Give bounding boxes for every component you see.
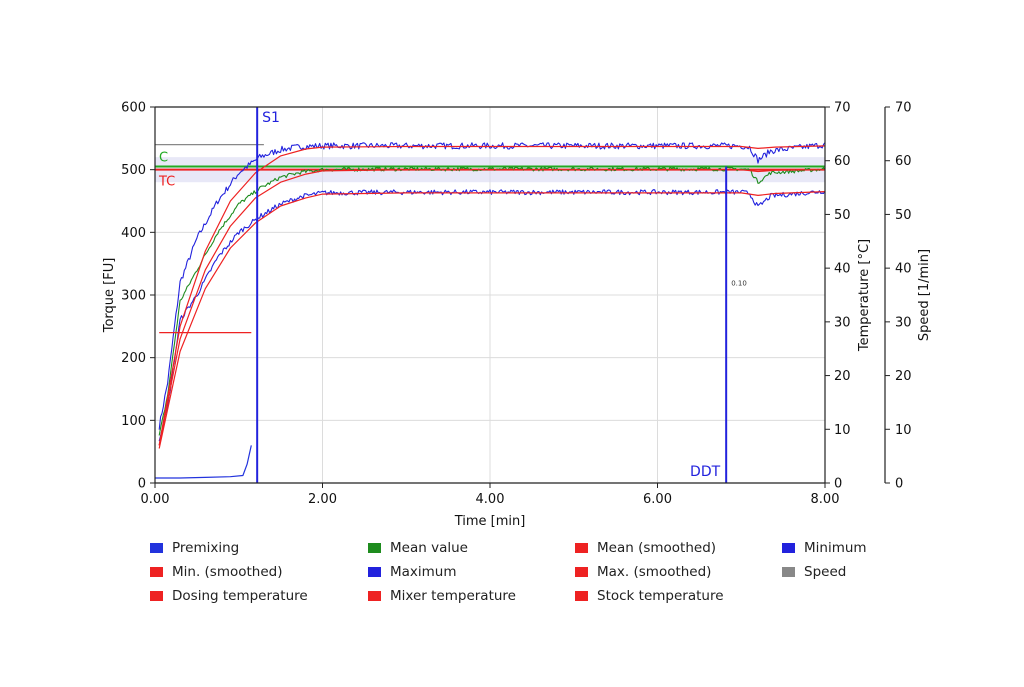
torque-tick-label: 400 [121, 226, 146, 241]
legend-item: Minimum [782, 539, 867, 557]
legend-swatch [368, 567, 381, 577]
temperature-tick-label: 10 [834, 423, 851, 438]
legend-label: Min. (smoothed) [172, 564, 283, 580]
legend-swatch [782, 543, 795, 553]
speed-tick-label: 0 [895, 477, 903, 492]
marker-label-s1: S1 [262, 110, 280, 126]
speed-tick-label: 50 [895, 208, 912, 223]
y-axis-label-temperature: Temperature [°C] [857, 239, 872, 352]
legend-label: Speed [804, 564, 847, 580]
series-min-smoothed [158, 191, 826, 449]
legend-label: Mixer temperature [390, 588, 516, 604]
torque-tick-label: 300 [121, 289, 146, 304]
legend-label: Premixing [172, 540, 240, 556]
temperature-tick-label: 40 [834, 262, 851, 277]
speed-tick-label: 10 [895, 423, 912, 438]
series-max-smoothed [158, 145, 826, 446]
legend-item: Mixer temperature [368, 587, 516, 605]
speed-tick-label: 40 [895, 262, 912, 277]
legend-swatch [368, 591, 381, 601]
marker-layer: S1 DDT 0.10 [256, 107, 747, 483]
torque-tick-label: 100 [121, 414, 146, 429]
x-axis-label: Time [min] [454, 514, 526, 529]
reference-label-c: C [159, 151, 168, 166]
temperature-tick-label: 20 [834, 369, 851, 384]
temperature-tick-label: 70 [834, 101, 851, 116]
legend-item: Max. (smoothed) [575, 563, 711, 581]
speed-tick-label: 60 [895, 154, 912, 169]
temperature-tick-label: 60 [834, 154, 851, 169]
series-minimum [158, 189, 826, 442]
legend-swatch [150, 543, 163, 553]
legend-item: Min. (smoothed) [150, 563, 283, 581]
legend-item: Maximum [368, 563, 457, 581]
legend-label: Dosing temperature [172, 588, 308, 604]
legend-swatch [782, 567, 795, 577]
x-tick-label: 2.00 [308, 492, 337, 507]
legend-label: Mean value [390, 540, 468, 556]
y-axis-label-speed: Speed [1/min] [917, 249, 932, 341]
series-premixing [155, 445, 252, 479]
legend-swatch [575, 567, 588, 577]
legend-item: Speed [782, 563, 846, 581]
temperature-tick-label: 50 [834, 208, 851, 223]
series-layer [155, 142, 826, 479]
legend-label: Maximum [390, 564, 457, 580]
legend-swatch [368, 543, 381, 553]
x-tick-label: 8.00 [811, 492, 840, 507]
legend-label: Mean (smoothed) [597, 540, 717, 556]
axis-layer: 0.00 2.00 4.00 6.00 8.0001002003004005006000… [121, 101, 911, 508]
y-axis-label-torque: Torque [FU] [102, 258, 117, 334]
speed-tick-label: 70 [895, 101, 912, 116]
series-mean-smoothed [158, 169, 826, 446]
marker-label-ddt: DDT [690, 464, 721, 480]
speed-tick-label: 20 [895, 369, 912, 384]
legend-swatch [150, 591, 163, 601]
speed-tick-label: 30 [895, 315, 912, 330]
x-tick-label: 0.00 [141, 492, 170, 507]
torque-tick-label: 500 [121, 163, 146, 178]
legend-swatch [575, 543, 588, 553]
legend-item: Mean (smoothed) [575, 539, 716, 557]
legend-swatch [575, 591, 588, 601]
annotation-text: 0.10 [731, 280, 747, 288]
series-maximum [158, 142, 826, 430]
legend-swatch [150, 567, 163, 577]
torque-tick-label: 200 [121, 351, 146, 366]
series-mean-value [158, 166, 826, 436]
legend-item: Mean value [368, 539, 468, 557]
legend-label: Stock temperature [597, 588, 724, 604]
legend-label: Minimum [804, 540, 867, 556]
x-tick-label: 4.00 [476, 492, 505, 507]
reference-label-tc: TC [158, 175, 175, 190]
legend-item: Premixing [150, 539, 239, 557]
legend-label: Max. (smoothed) [597, 564, 712, 580]
torque-tick-label: 600 [121, 101, 146, 116]
temperature-tick-label: 0 [834, 477, 842, 492]
legend-item: Dosing temperature [150, 587, 308, 605]
temperature-tick-label: 30 [834, 315, 851, 330]
legend-item: Stock temperature [575, 587, 724, 605]
torque-tick-label: 0 [138, 477, 146, 492]
x-tick-label: 6.00 [643, 492, 672, 507]
